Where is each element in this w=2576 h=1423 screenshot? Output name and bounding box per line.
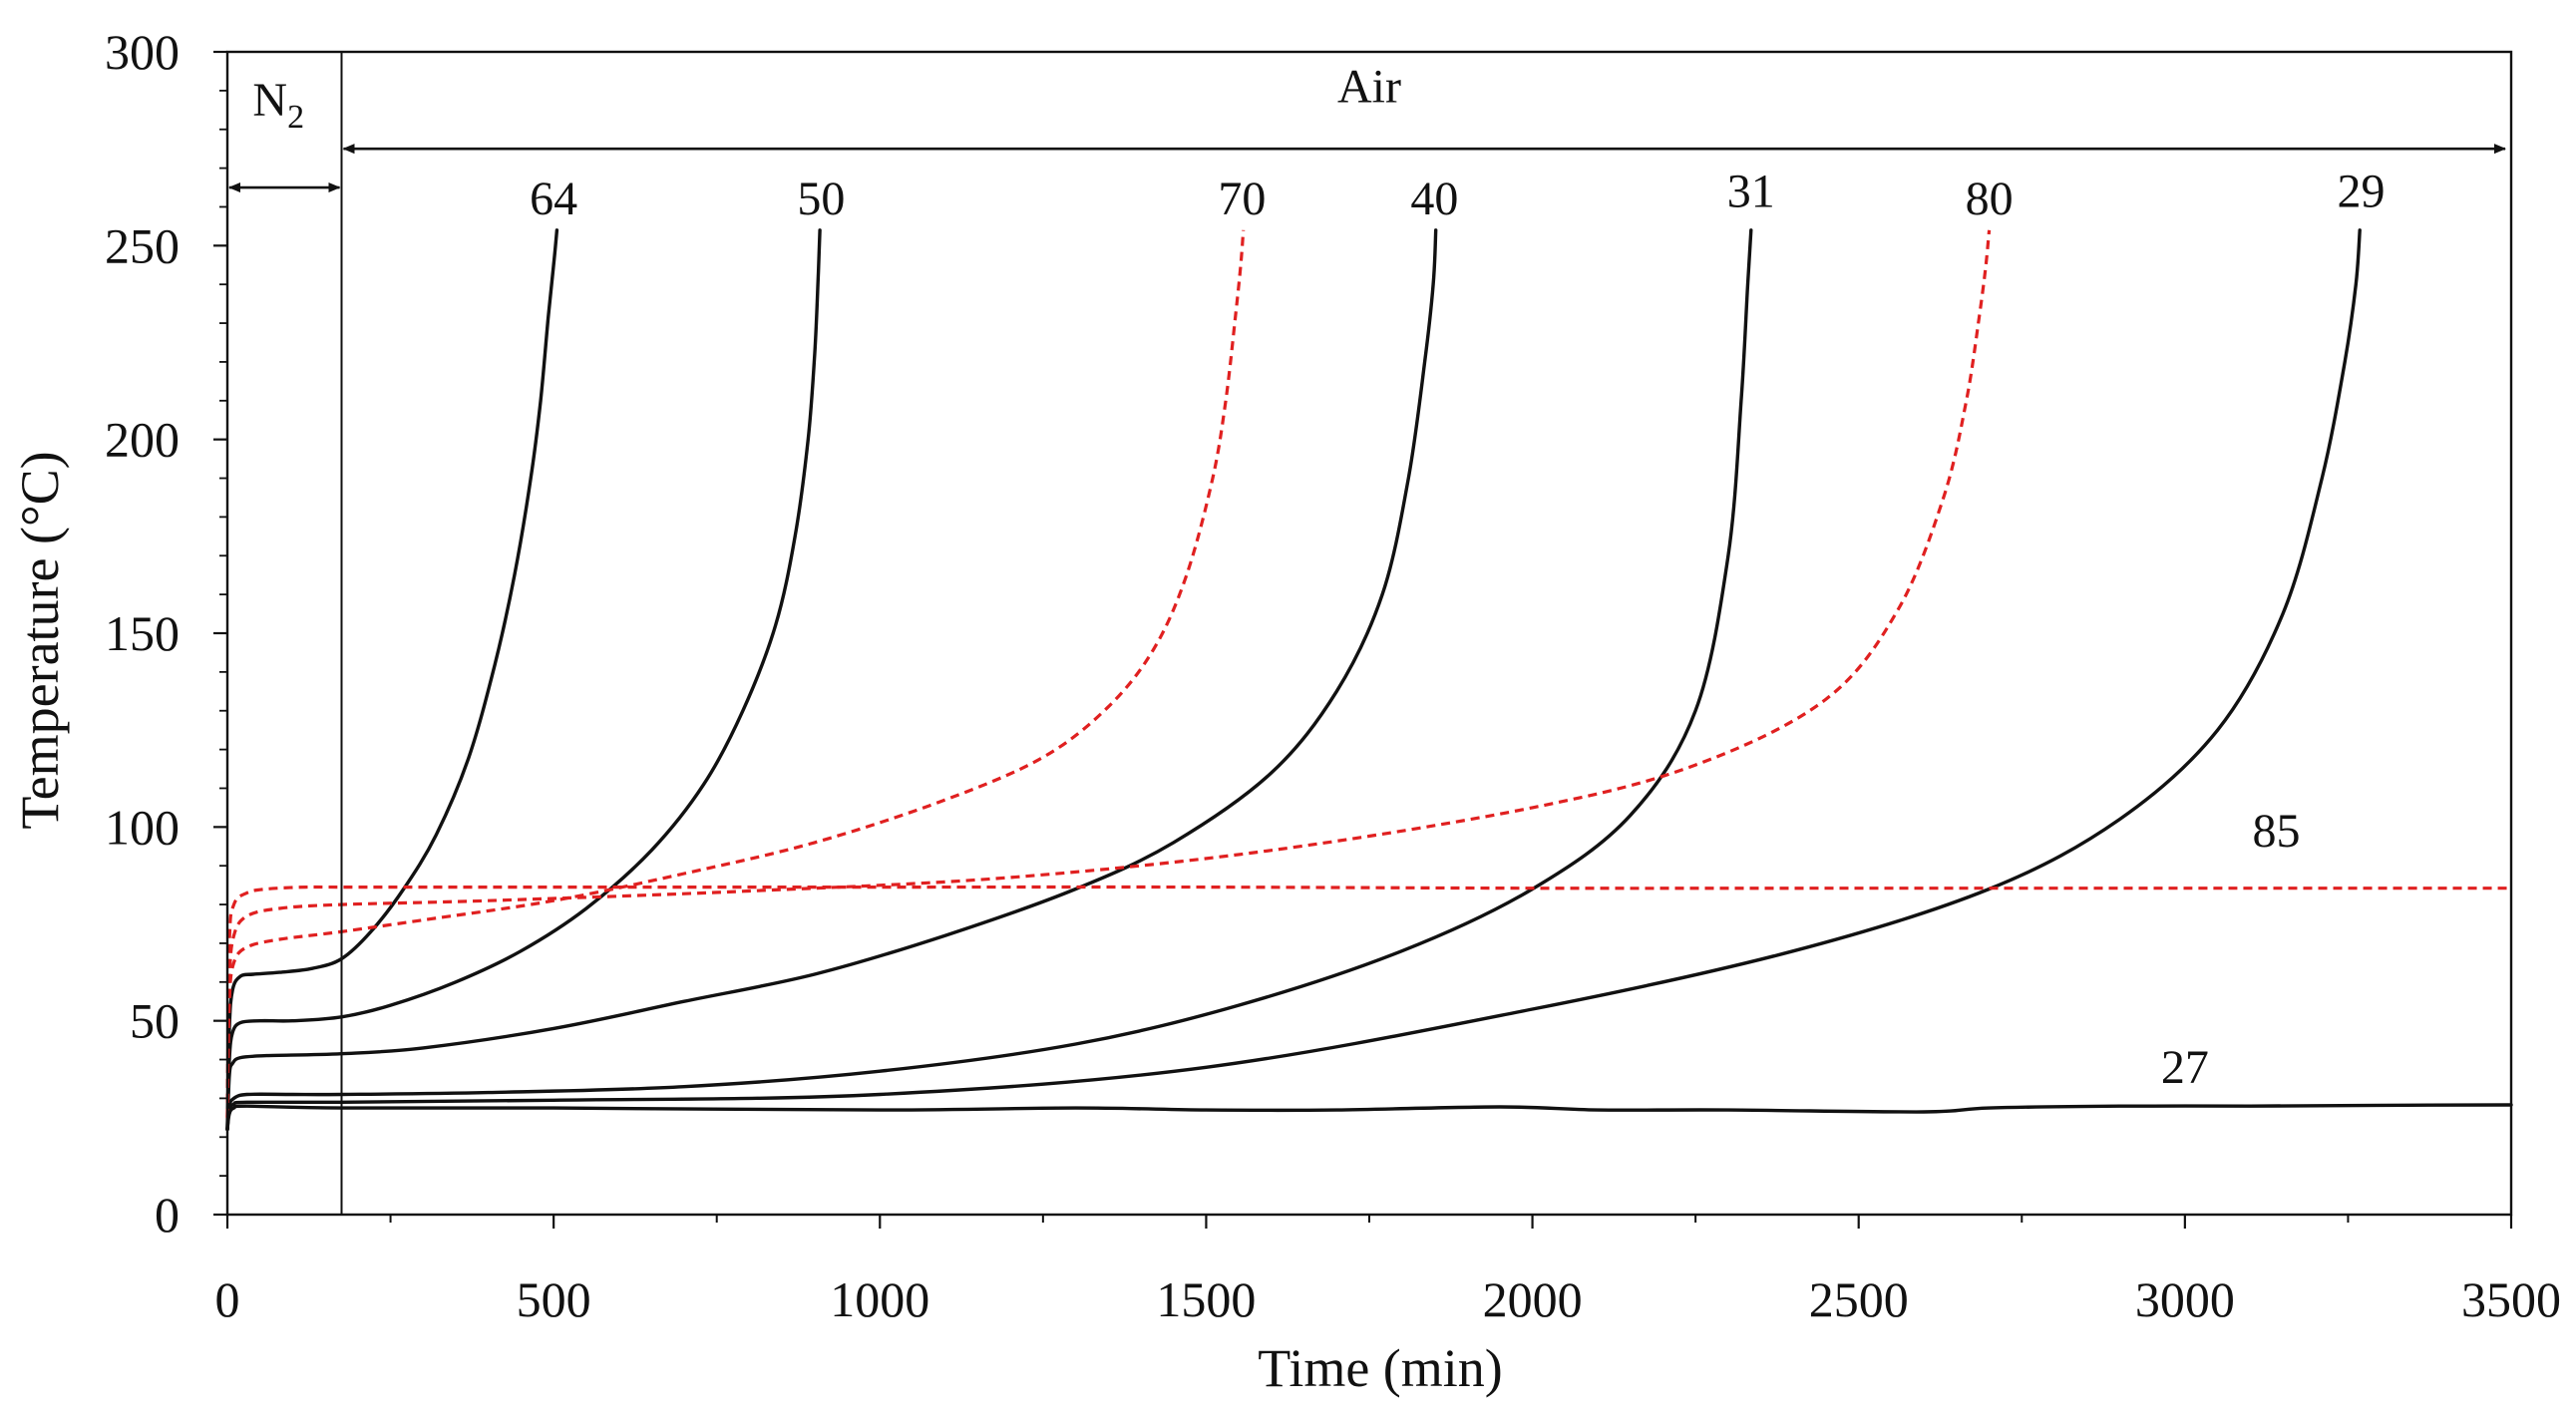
x-tick-label: 2000 — [1483, 1271, 1583, 1327]
y-tick-label: 100 — [105, 799, 180, 855]
series-label-70: 70 — [1218, 173, 1266, 225]
x-axis-title: Time (min) — [1258, 1338, 1503, 1398]
series-line-80 — [225, 229, 1992, 1118]
series-line-64 — [225, 228, 559, 1132]
y-tick-label: 50 — [130, 993, 180, 1049]
series-line-70 — [225, 229, 1246, 1118]
y-axis-title: Temperature (°C) — [10, 451, 70, 829]
n2-subscript: 2 — [287, 99, 304, 136]
y-tick-label: 250 — [105, 217, 180, 273]
y-tick-label: 300 — [105, 24, 180, 80]
axes-layer: 0 500 1000 1500 2000 2500 3000 3500 0 50 100 150 200… — [105, 24, 2561, 1327]
series-label-27: 27 — [2161, 1041, 2209, 1094]
x-tick-label: 3000 — [2135, 1271, 2235, 1327]
y-tick-label: 150 — [105, 605, 180, 661]
y-tick-label: 0 — [155, 1187, 180, 1243]
x-tick-label: 3500 — [2461, 1271, 2561, 1327]
series-label-64: 64 — [530, 173, 577, 225]
series-label-50: 50 — [797, 173, 845, 225]
series-label-80: 80 — [1966, 173, 2014, 225]
air-label: Air — [1337, 61, 1401, 114]
x-tick-label: 0 — [215, 1271, 240, 1327]
series-line-50 — [225, 228, 822, 1132]
series-label-31: 31 — [1727, 165, 1775, 217]
x-tick-label: 1000 — [830, 1271, 929, 1327]
series-label-40: 40 — [1410, 173, 1458, 225]
y-tick-label: 200 — [105, 412, 180, 468]
series-line-85 — [225, 885, 2511, 1118]
series-label-29: 29 — [2338, 165, 2386, 217]
series-line-31 — [225, 228, 1753, 1132]
x-tick-label: 2500 — [1809, 1271, 1909, 1327]
series-label-85: 85 — [2252, 805, 2300, 858]
x-tick-label: 1500 — [1156, 1271, 1256, 1327]
x-tick-label: 500 — [517, 1271, 591, 1327]
series-line-40 — [225, 228, 1438, 1132]
